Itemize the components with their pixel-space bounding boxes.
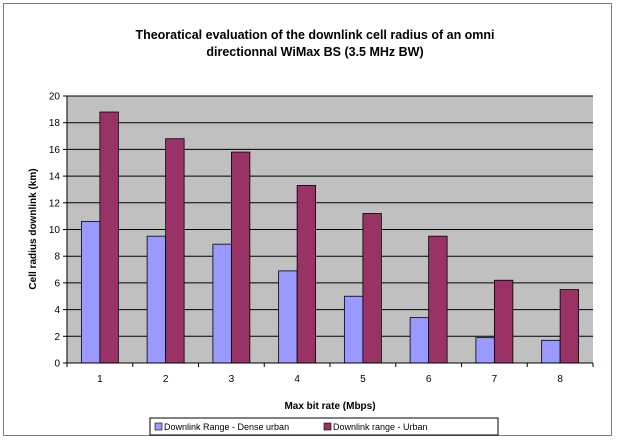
- y-tick-label-10: 10: [49, 225, 61, 236]
- bar-urban-7: [493, 279, 514, 364]
- bar-dense-urban-3: [212, 243, 232, 364]
- legend-label-urban: Downlink range - Urban: [333, 422, 428, 432]
- x-tick-label-8: 8: [557, 374, 563, 385]
- bar-urban-3: [230, 151, 251, 364]
- bar-urban-4: [296, 185, 317, 364]
- x-ticks: 1 2 3 4 5 6 7 8: [66, 363, 594, 385]
- bar-dense-urban-5: [343, 295, 364, 364]
- y-tick-label-12: 12: [49, 198, 61, 209]
- y-tick-label-20: 20: [49, 92, 61, 103]
- y-tick-label-4: 4: [54, 305, 60, 316]
- bar-dense-urban-8: [541, 339, 561, 364]
- chart-title-line-2: directionnal WiMax BS (3.5 MHz BW): [206, 45, 423, 59]
- bar-dense-urban-6: [409, 317, 430, 364]
- y-tick-label-14: 14: [49, 172, 61, 183]
- y-axis-title: Cell radius downlink (km): [28, 168, 39, 289]
- bar-urban-5: [362, 213, 382, 364]
- x-tick-label-3: 3: [229, 374, 235, 385]
- y-tick-label-16: 16: [49, 145, 61, 156]
- x-tick-label-2: 2: [163, 374, 169, 385]
- bar-urban-2: [165, 138, 185, 364]
- x-tick-label-7: 7: [492, 374, 498, 385]
- legend-label-dense-urban: Downlink Range - Dense urban: [164, 422, 289, 432]
- bar-urban-6: [428, 235, 448, 364]
- x-tick-label-4: 4: [294, 374, 300, 385]
- y-ticks: 0 2 4 6 8 10 12 14 16 18 20: [49, 92, 67, 370]
- y-tick-label-0: 0: [54, 359, 60, 370]
- legend-swatch-urban: [323, 422, 332, 431]
- bars: [80, 111, 580, 364]
- x-axis-title: Max bit rate (Mbps): [284, 401, 375, 412]
- x-tick-label-5: 5: [360, 374, 366, 385]
- bar-urban-8: [559, 289, 580, 364]
- legend: Downlink Range - Dense urban Downlink ra…: [149, 417, 499, 436]
- bar-dense-urban-4: [278, 270, 298, 364]
- y-tick-label-8: 8: [54, 252, 60, 263]
- bar-urban-1: [99, 111, 119, 364]
- x-tick-label-6: 6: [426, 374, 432, 385]
- y-tick-label-18: 18: [49, 118, 61, 129]
- bar-dense-urban-2: [146, 235, 167, 364]
- bar-dense-urban-7: [475, 337, 495, 364]
- legend-swatch-dense-urban: [154, 422, 163, 431]
- chart-title-line-1: Theoratical evaluation of the downlink c…: [135, 28, 494, 42]
- x-tick-label-1: 1: [97, 374, 103, 385]
- bar-dense-urban-1: [80, 221, 101, 364]
- y-tick-label-2: 2: [54, 332, 60, 343]
- y-tick-label-6: 6: [54, 278, 60, 289]
